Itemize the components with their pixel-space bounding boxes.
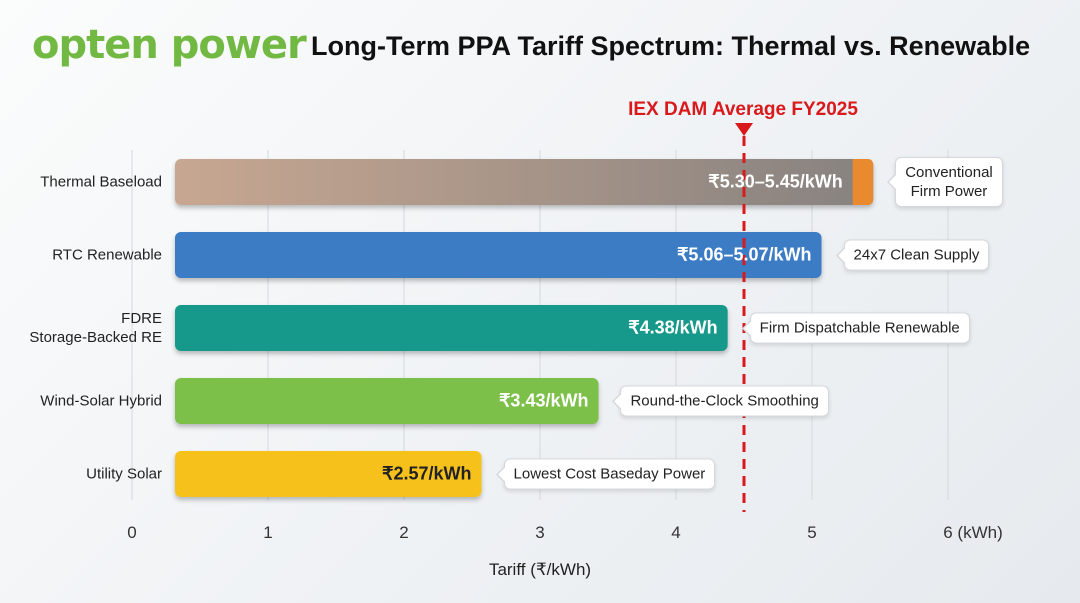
bar-annotation-callout: 24x7 Clean Supply	[835, 239, 990, 271]
bar	[175, 305, 728, 351]
x-tick-label: 1	[263, 523, 273, 542]
bar-value-label: ₹5.06–5.07/kWh	[676, 244, 812, 265]
bar-value-label: ₹5.30–5.45/kWh	[708, 171, 843, 192]
bar	[175, 232, 822, 278]
bar-range-segment-edge	[852, 159, 859, 205]
bar	[175, 451, 482, 497]
x-tick-label: 4	[671, 523, 681, 542]
x-tick-label: 5	[807, 523, 817, 542]
bar-value-label: ₹3.43/kWh	[498, 390, 589, 411]
reference-marker-icon	[735, 123, 753, 136]
bar-annotation-callout: Lowest Cost Baseday Power	[495, 458, 716, 490]
x-tick-label: 2	[399, 523, 409, 542]
bar-annotation-callout: Round-the-Clock Smoothing	[612, 385, 829, 417]
bar-value-label: ₹4.38/kWh	[628, 317, 718, 338]
category-label: RTC Renewable	[52, 246, 162, 264]
bar-value-label: ₹2.57/kWh	[382, 463, 472, 484]
x-tick-label: 3	[535, 523, 545, 542]
bar	[175, 378, 599, 424]
bar	[175, 159, 874, 205]
reference-line-label: IEX DAM Average FY2025	[628, 99, 858, 120]
category-label: Utility Solar	[86, 465, 162, 483]
x-tick-label: 6 (kWh)	[943, 523, 1003, 542]
category-label: FDRE Storage-Backed RE	[29, 310, 162, 346]
bar-annotation-callout: Conventional Firm Power	[887, 157, 1003, 207]
category-label: Thermal Baseload	[40, 173, 162, 191]
category-label: Wind-Solar Hybrid	[40, 392, 162, 410]
x-tick-label: 0	[127, 523, 137, 542]
opten-power-logo: opten power	[32, 22, 307, 68]
chart-title: Long-Term PPA Tariff Spectrum: Thermal v…	[311, 31, 1031, 61]
x-axis-title: Tariff (₹/kWh)	[488, 560, 592, 579]
bar-annotation-callout: Firm Dispatchable Renewable	[741, 312, 970, 344]
